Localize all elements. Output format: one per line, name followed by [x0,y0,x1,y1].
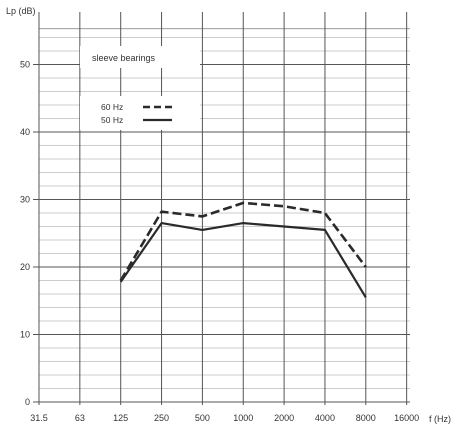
legend-label-60hz: 60 Hz [101,102,123,112]
y-tick-label: 10 [20,330,30,340]
legend-background [80,96,200,130]
x-tick-label: 4000 [315,413,335,423]
minor-gridlines [39,37,410,389]
y-axis-title: Lp (dB) [6,6,36,16]
series-line-60hz [119,201,367,282]
y-tick-label: 20 [20,262,30,272]
y-tick-label: 30 [20,195,30,205]
x-tick-label: 8000 [356,413,376,423]
major-gridlines [33,12,410,405]
x-tick-label: 16000 [394,413,419,423]
y-tick-label: 0 [25,397,30,407]
annotation-background [80,46,200,68]
y-tick-label: 40 [20,127,30,137]
x-tick-label: 125 [113,413,128,423]
series-line-50hz [119,222,367,298]
y-tick-label: 50 [20,60,30,70]
series-layer [119,201,367,298]
x-tick-label: 500 [195,413,210,423]
annotation-text: sleeve bearings [92,53,156,63]
x-tick-label: 2000 [274,413,294,423]
x-tick-label: 1000 [233,413,253,423]
legend: 60 Hz 50 Hz [80,96,200,130]
x-tick-label: 63 [75,413,85,423]
annotation-box: sleeve bearings [80,46,200,68]
x-tick-labels: 31.5 63 125 250 500 1000 2000 4000 8000 16000 [30,413,419,423]
y-tick-labels: 0 10 20 30 40 50 [20,60,30,408]
legend-label-50hz: 50 Hz [101,115,123,125]
x-tick-label: 31.5 [30,413,48,423]
x-tick-label: 250 [154,413,169,423]
x-axis-title: f (Hz) [429,414,451,424]
